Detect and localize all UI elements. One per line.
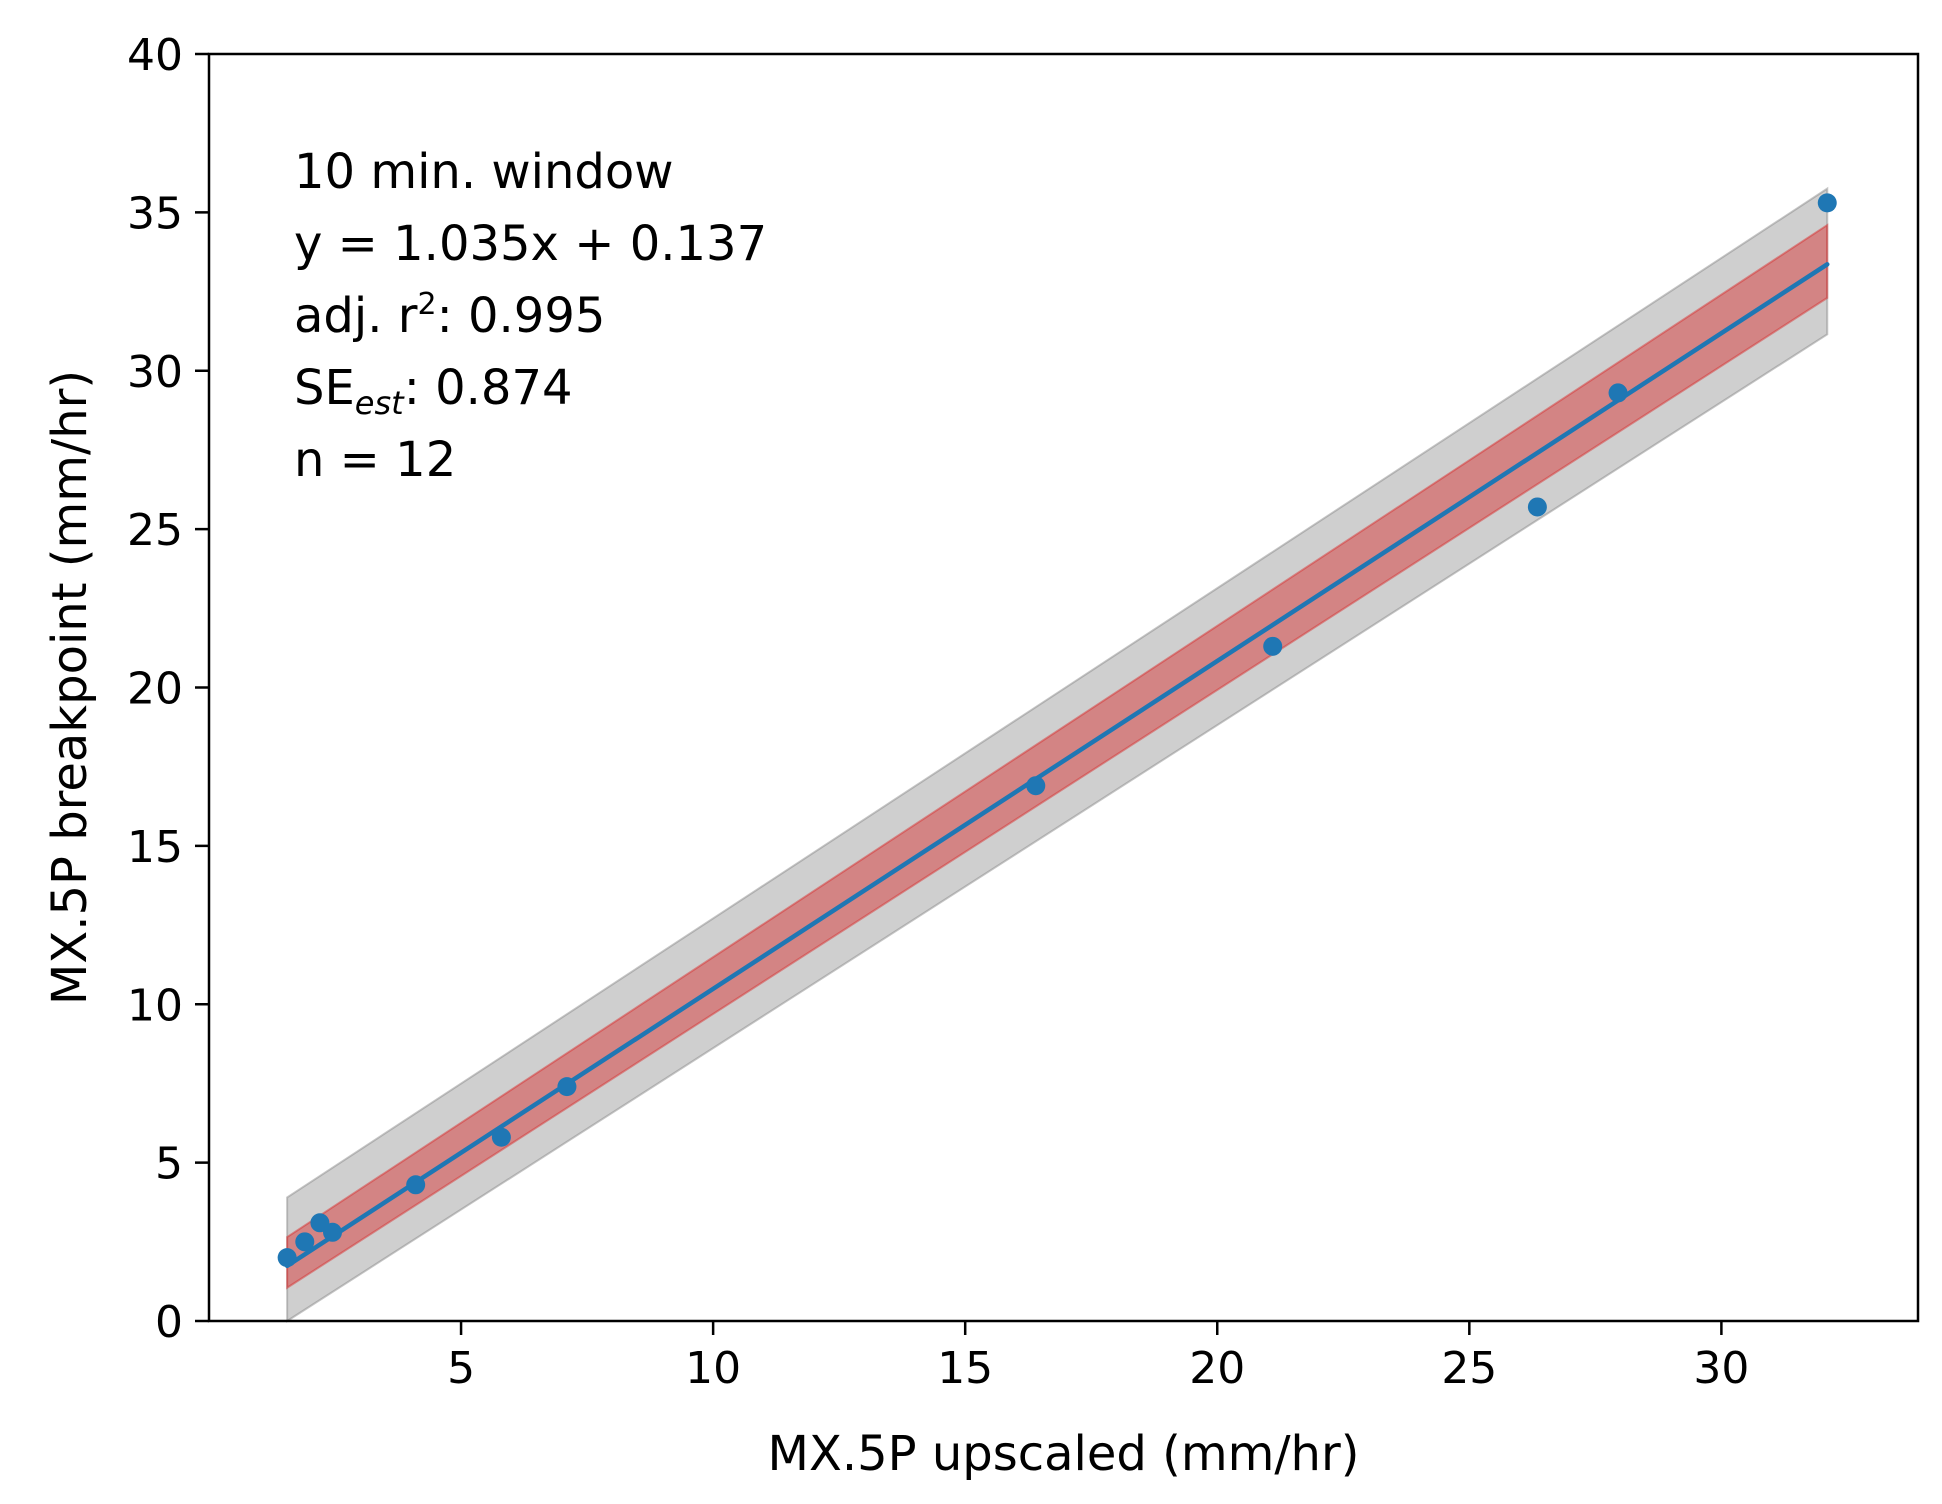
x-tick-label: 10 [685, 1343, 741, 1394]
x-tick-label: 30 [1693, 1343, 1749, 1394]
x-tick-label: 5 [447, 1343, 475, 1394]
y-tick-label: 35 [127, 188, 183, 239]
y-tick-label: 40 [127, 30, 183, 81]
data-point [1608, 383, 1628, 403]
x-axis-title: MX.5P upscaled (mm/hr) [768, 1426, 1360, 1482]
y-tick-label: 30 [127, 347, 183, 398]
data-point [323, 1222, 343, 1242]
y-axis-title: MX.5P breakpoint (mm/hr) [42, 370, 98, 1005]
data-point [491, 1127, 511, 1147]
y-tick-label: 10 [127, 980, 183, 1031]
x-tick-label: 20 [1189, 1343, 1245, 1394]
annotation-r2-prefix: adj. r [294, 288, 418, 344]
data-point [1817, 193, 1837, 213]
annotation-n: n = 12 [294, 432, 456, 488]
annotation-window: 10 min. window [294, 144, 673, 200]
bands [286, 186, 1829, 1323]
data-point [1026, 776, 1046, 796]
y-tick-label: 25 [127, 505, 183, 556]
data-point [1527, 497, 1547, 517]
annotation-r2-sup: 2 [417, 287, 436, 322]
annotation-se: SEest: 0.874 [294, 360, 573, 422]
x-tick-label: 25 [1441, 1343, 1497, 1394]
x-tick-label: 15 [937, 1343, 993, 1394]
data-point [406, 1175, 426, 1195]
fit-line-group [284, 262, 1830, 1269]
annotation-se-value: : 0.874 [404, 360, 573, 416]
y-tick-label: 20 [127, 664, 183, 715]
data-point [295, 1232, 315, 1252]
y-tick-label: 5 [155, 1139, 183, 1190]
y-tick-label: 15 [127, 822, 183, 873]
fit-line [284, 262, 1830, 1269]
data-point [277, 1248, 297, 1268]
annotation-se-prefix: SE [294, 360, 355, 416]
data-point [557, 1077, 577, 1097]
x-axis-ticks: 5 10 15 20 25 30 [447, 1321, 1749, 1394]
data-point [1263, 636, 1283, 656]
y-tick-label: 0 [155, 1297, 183, 1348]
y-axis-ticks: 0 5 10 15 20 25 30 35 40 [127, 30, 209, 1348]
confidence-band [286, 223, 1829, 1290]
annotation-equation: y = 1.035x + 0.137 [294, 216, 767, 272]
data-points [277, 193, 1837, 1268]
annotation-se-sub: est [355, 384, 405, 422]
annotation-r2-value: : 0.995 [437, 288, 606, 344]
annotation-block: 10 min. window y = 1.035x + 0.137 adj. r… [294, 144, 767, 488]
annotation-r2: adj. r2: 0.995 [294, 287, 605, 344]
prediction-band [286, 186, 1829, 1323]
